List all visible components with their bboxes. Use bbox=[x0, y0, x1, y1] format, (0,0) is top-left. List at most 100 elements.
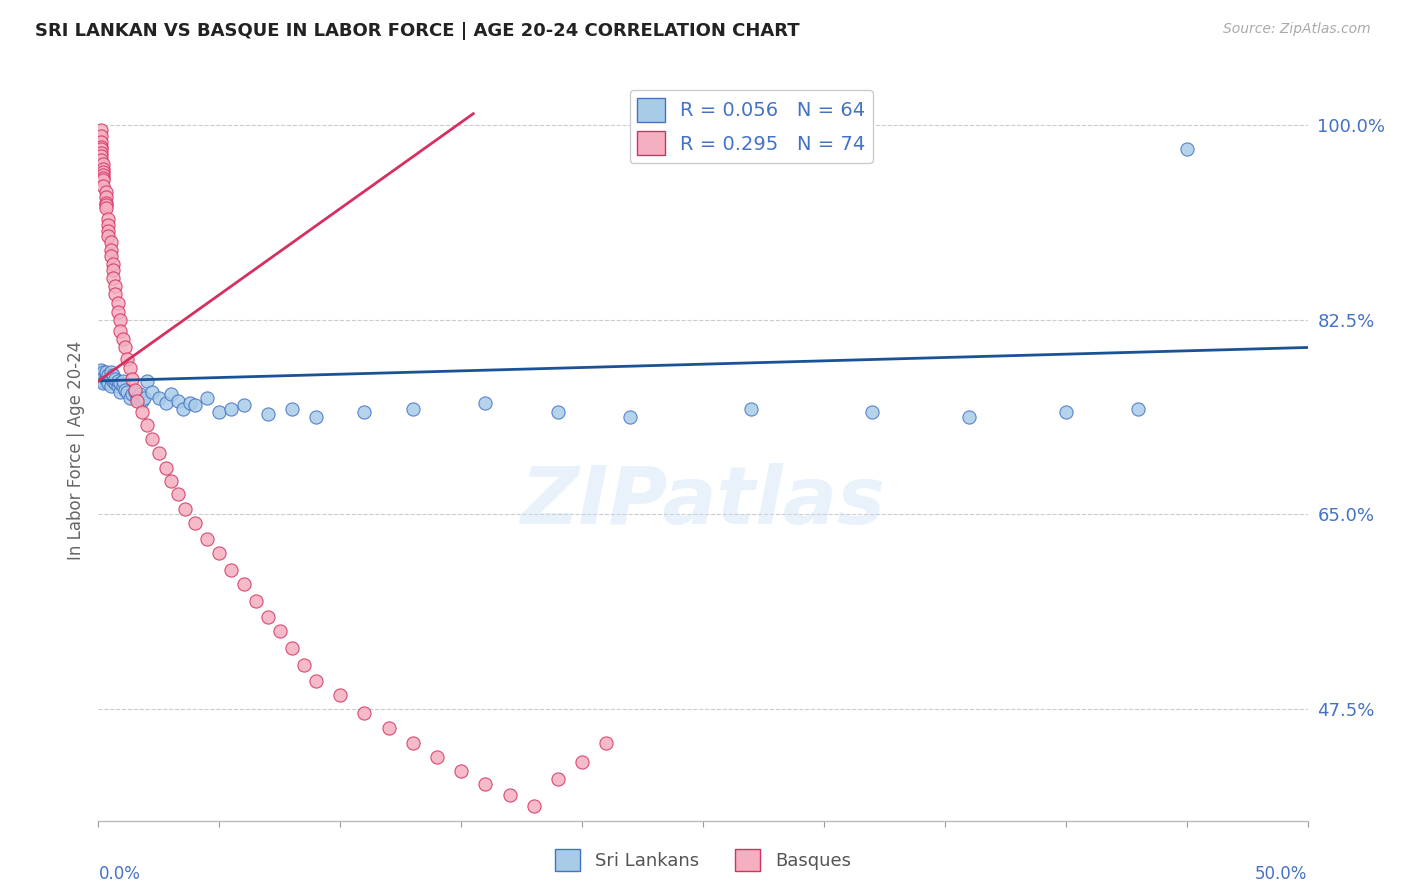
Point bbox=[107, 379, 129, 393]
Point bbox=[91, 171, 114, 186]
Point bbox=[97, 223, 120, 237]
Point bbox=[195, 391, 218, 405]
Point bbox=[101, 257, 124, 271]
Point bbox=[108, 376, 131, 390]
Point bbox=[121, 387, 143, 401]
Point bbox=[107, 374, 129, 388]
Legend: R = 0.056   N = 64, R = 0.295   N = 74: R = 0.056 N = 64, R = 0.295 N = 74 bbox=[630, 90, 873, 162]
Point bbox=[305, 674, 328, 689]
Point bbox=[90, 123, 112, 137]
Point bbox=[498, 788, 520, 802]
Text: ZIPatlas: ZIPatlas bbox=[520, 463, 886, 541]
Point bbox=[101, 262, 124, 277]
Point bbox=[860, 405, 883, 419]
Point bbox=[108, 312, 131, 326]
Point bbox=[167, 393, 190, 408]
Point bbox=[195, 532, 218, 546]
Point bbox=[90, 368, 112, 383]
Point bbox=[111, 379, 134, 393]
Point bbox=[91, 157, 114, 171]
Point bbox=[124, 384, 146, 399]
Point bbox=[91, 164, 114, 178]
Point bbox=[353, 706, 375, 720]
Point bbox=[127, 391, 149, 405]
Point bbox=[740, 401, 762, 416]
Point bbox=[124, 383, 146, 397]
Point bbox=[402, 736, 425, 750]
Point bbox=[97, 212, 120, 227]
Point bbox=[155, 460, 177, 475]
Point bbox=[174, 502, 197, 516]
Point bbox=[450, 764, 472, 778]
Point bbox=[353, 405, 375, 419]
Point bbox=[121, 371, 143, 385]
Point bbox=[111, 374, 134, 388]
Point bbox=[90, 142, 112, 156]
Point bbox=[91, 376, 114, 390]
Point bbox=[131, 405, 153, 419]
Point bbox=[595, 736, 617, 750]
Point bbox=[91, 173, 114, 187]
Point bbox=[97, 229, 120, 244]
Point bbox=[256, 407, 278, 421]
Point bbox=[118, 391, 141, 405]
Point bbox=[90, 140, 112, 154]
Point bbox=[232, 576, 254, 591]
Point bbox=[547, 772, 569, 787]
Point bbox=[97, 374, 120, 388]
Point bbox=[269, 624, 291, 639]
Point bbox=[104, 279, 127, 293]
Point bbox=[135, 374, 157, 388]
Point bbox=[90, 128, 112, 143]
Point bbox=[179, 396, 201, 410]
Point bbox=[101, 374, 124, 388]
Point bbox=[329, 688, 352, 702]
Point bbox=[97, 368, 120, 383]
Point bbox=[118, 360, 141, 375]
Point bbox=[957, 409, 980, 424]
Point bbox=[94, 185, 117, 199]
Point bbox=[101, 368, 124, 383]
Point bbox=[160, 387, 183, 401]
Point bbox=[108, 384, 131, 399]
Point bbox=[221, 401, 243, 416]
Point bbox=[100, 249, 122, 263]
Point bbox=[91, 179, 114, 194]
Text: Source: ZipAtlas.com: Source: ZipAtlas.com bbox=[1223, 22, 1371, 37]
Point bbox=[91, 370, 114, 384]
Point bbox=[474, 396, 496, 410]
Point bbox=[91, 365, 114, 379]
Point bbox=[100, 365, 122, 379]
Point bbox=[160, 474, 183, 488]
Point bbox=[107, 305, 129, 319]
Point bbox=[107, 296, 129, 310]
Point bbox=[94, 195, 117, 210]
Point bbox=[91, 168, 114, 182]
Point bbox=[100, 235, 122, 249]
Point bbox=[184, 516, 207, 531]
Point bbox=[128, 387, 150, 401]
Point bbox=[1175, 142, 1198, 156]
Point bbox=[221, 563, 243, 577]
Point bbox=[232, 398, 254, 412]
Point bbox=[90, 135, 112, 149]
Point bbox=[619, 409, 641, 424]
Point bbox=[127, 393, 149, 408]
Point bbox=[281, 641, 304, 656]
Point bbox=[108, 324, 131, 338]
Point bbox=[91, 374, 114, 388]
Point bbox=[94, 371, 117, 385]
Point bbox=[305, 409, 328, 424]
Point bbox=[117, 384, 139, 399]
Point bbox=[141, 432, 163, 446]
Point bbox=[523, 799, 546, 814]
Point bbox=[100, 379, 122, 393]
Point bbox=[90, 145, 112, 160]
Point bbox=[167, 487, 190, 501]
Point bbox=[100, 371, 122, 385]
Point bbox=[135, 418, 157, 433]
Point bbox=[114, 341, 136, 355]
Point bbox=[426, 750, 449, 764]
Point bbox=[104, 287, 127, 301]
Point bbox=[111, 332, 134, 346]
